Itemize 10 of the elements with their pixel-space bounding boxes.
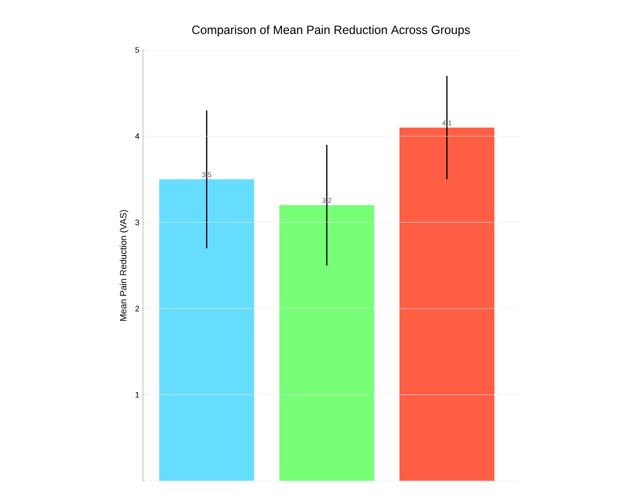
y-tick-label: 1 [136,392,140,398]
chart-title: Comparison of Mean Pain Reduction Across Groups [192,25,470,36]
bar [399,128,494,481]
y-tick-label: 2 [135,306,140,312]
y-axis-title: Mean Pain Reduction (VAS) [120,210,128,321]
y-tick-label: 5 [135,47,140,53]
bar [279,205,374,481]
y-tick-label: 3 [135,220,140,226]
bar [159,179,254,481]
y-tick-label: 4 [135,133,140,139]
